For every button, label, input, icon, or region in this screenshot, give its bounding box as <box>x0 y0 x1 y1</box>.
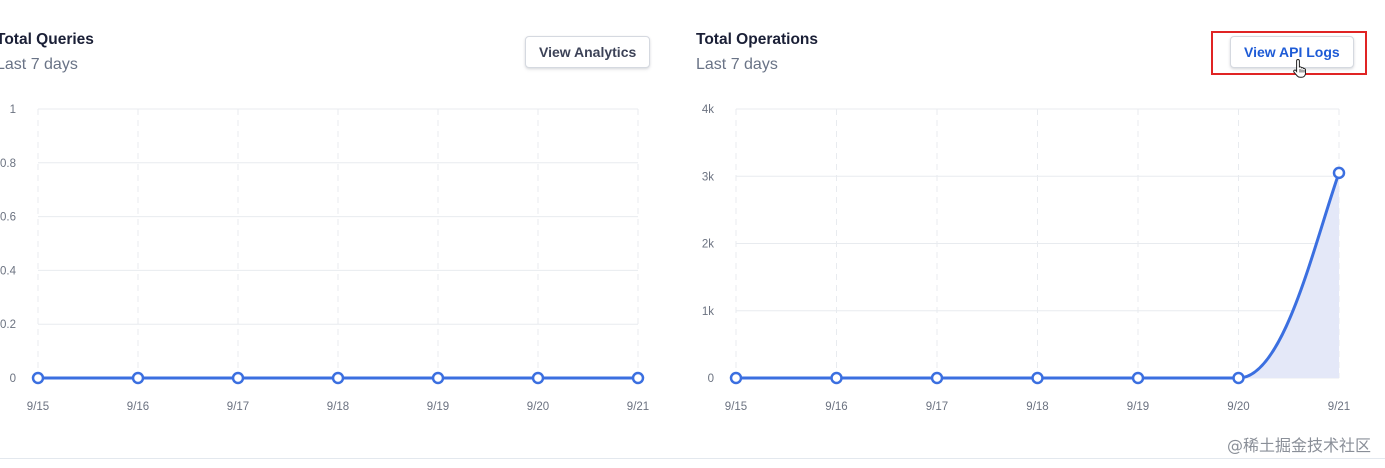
panel-title: Total Queries <box>0 31 94 48</box>
y-tick-label: 0 <box>10 373 16 385</box>
watermark-text: @稀土掘金技术社区 <box>1226 436 1371 455</box>
x-tick-label: 9/20 <box>1227 401 1249 413</box>
data-point <box>631 371 645 385</box>
data-point <box>431 371 445 385</box>
panel-subtitle: Last 7 days <box>0 56 78 73</box>
x-tick-label: 9/17 <box>926 401 948 413</box>
x-tick-label: 9/18 <box>1026 401 1048 413</box>
y-tick-label: 1 <box>10 104 16 116</box>
y-tick-label: 4k <box>702 104 714 116</box>
x-tick-label: 9/20 <box>527 401 549 413</box>
data-point <box>131 371 145 385</box>
x-tick-label: 9/15 <box>27 401 49 413</box>
y-tick-label: 0.8 <box>0 158 16 170</box>
panel-subtitle: Last 7 days <box>696 56 778 73</box>
data-point <box>930 371 944 385</box>
y-tick-label: 0.2 <box>0 319 16 331</box>
x-tick-label: 9/21 <box>1328 401 1350 413</box>
panel-title: Total Operations <box>696 31 819 48</box>
total-queries-panel: Total Queries Last 7 days View Analytics… <box>0 0 660 455</box>
view-analytics-button[interactable]: View Analytics <box>525 36 651 68</box>
total-operations-panel: Total Operations Last 7 days View API Lo… <box>696 0 1368 455</box>
data-point <box>1131 371 1145 385</box>
x-tick-label: 9/18 <box>327 401 349 413</box>
data-point <box>1232 371 1245 385</box>
view-api-logs-button[interactable]: View API Logs <box>1230 36 1354 68</box>
data-point <box>830 371 843 385</box>
data-point <box>1031 371 1044 385</box>
data-point <box>729 371 743 385</box>
y-tick-label: 0.4 <box>0 265 17 277</box>
data-point <box>31 371 45 385</box>
y-tick-label: 2k <box>702 239 714 251</box>
total-queries-chart: 0 0.2 0.4 0.6 0.8 1 9/15 9/16 9/17 9/18 9/19 9/20 9/… <box>0 104 649 413</box>
hand-cursor-icon <box>1293 58 1306 78</box>
data-point <box>231 371 245 385</box>
total-operations-chart: 0 1k 2k 3k 4k 9/15 9/16 9/17 9/18 9/19 9/20 9/21 <box>702 104 1350 413</box>
y-tick-label: 3k <box>702 171 714 183</box>
y-tick-label: 0 <box>708 373 714 385</box>
series-area <box>736 172 1339 378</box>
data-point <box>1332 166 1346 180</box>
divider <box>0 458 1385 459</box>
x-tick-label: 9/16 <box>825 401 847 413</box>
x-tick-label: 9/21 <box>627 401 649 413</box>
y-tick-label: 1k <box>702 306 714 318</box>
x-tick-label: 9/19 <box>1127 401 1149 413</box>
data-point <box>331 371 345 385</box>
x-tick-label: 9/19 <box>427 401 449 413</box>
x-tick-label: 9/16 <box>127 401 149 413</box>
data-point <box>531 371 545 385</box>
x-tick-label: 9/17 <box>227 401 249 413</box>
x-tick-label: 9/15 <box>725 401 747 413</box>
y-tick-label: 0.6 <box>0 212 16 224</box>
